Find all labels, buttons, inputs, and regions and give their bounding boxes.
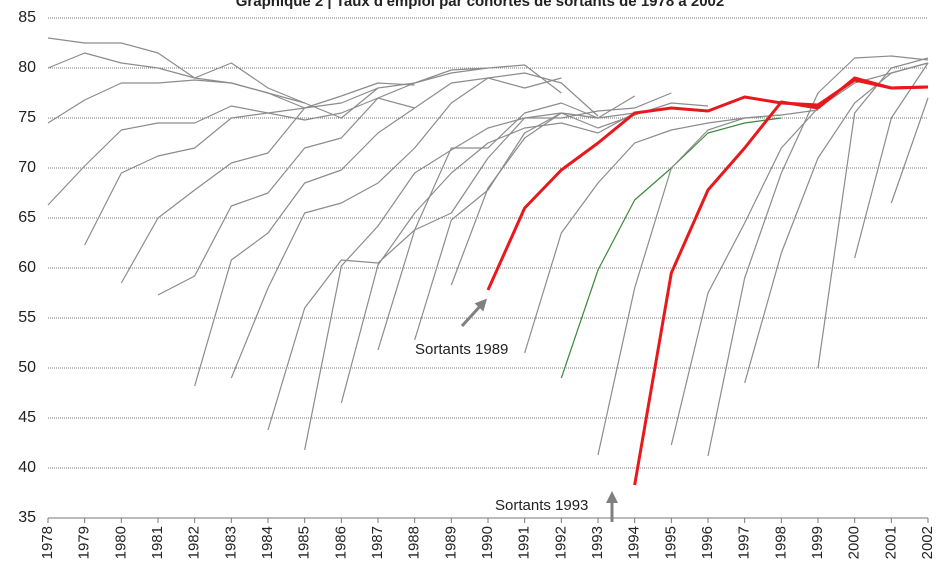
series-line xyxy=(47,97,415,206)
y-tick-label: 85 xyxy=(18,9,36,26)
series-line xyxy=(47,37,305,104)
x-tick-label: 1984 xyxy=(259,526,276,559)
x-tick-label: 1988 xyxy=(406,526,423,559)
x-tick-label: 1991 xyxy=(516,526,533,559)
x-tick-label: 1978 xyxy=(39,526,56,559)
x-tick-label: 1996 xyxy=(699,526,716,559)
series-line xyxy=(890,97,929,204)
series-line xyxy=(194,77,562,387)
series-line xyxy=(744,62,929,384)
annotation: Sortants 1993 xyxy=(495,497,588,514)
x-tick-label: 1985 xyxy=(296,526,313,559)
x-tick-label: 2002 xyxy=(919,526,936,559)
series-line xyxy=(670,62,929,446)
series-line xyxy=(817,57,929,369)
series-line xyxy=(377,92,672,351)
y-tick-label: 80 xyxy=(18,59,36,76)
y-tick-label: 35 xyxy=(18,509,36,526)
series-line xyxy=(47,79,379,124)
x-tick-label: 1986 xyxy=(332,526,349,559)
series-line xyxy=(486,78,929,291)
annotation: Sortants 1989 xyxy=(415,341,508,358)
x-tick-label: 1994 xyxy=(626,526,643,559)
x-tick-label: 1998 xyxy=(772,526,789,559)
series-line xyxy=(157,64,562,296)
x-tick-label: 1989 xyxy=(442,526,459,559)
series-line xyxy=(230,72,599,379)
x-tick-label: 1990 xyxy=(479,526,496,559)
series-line xyxy=(414,95,635,341)
y-tick-label: 50 xyxy=(18,359,36,376)
chart-title: Graphique 2 | Taux d'emploi par cohortes… xyxy=(236,0,724,10)
y-tick-label: 70 xyxy=(18,159,36,176)
x-tick-label: 1979 xyxy=(76,526,93,559)
series-line xyxy=(597,109,819,456)
x-tick-label: 1981 xyxy=(149,526,166,559)
x-tick-label: 1992 xyxy=(552,526,569,559)
x-tick-label: 2000 xyxy=(846,526,863,559)
y-tick-label: 65 xyxy=(18,209,36,226)
y-tick-label: 75 xyxy=(18,109,36,126)
series-line xyxy=(304,112,599,451)
annotation-arrow xyxy=(460,298,488,328)
series-line xyxy=(84,82,415,246)
x-tick-label: 1982 xyxy=(186,526,203,559)
series-line xyxy=(633,76,929,486)
series-line xyxy=(854,62,929,259)
x-tick-label: 1987 xyxy=(369,526,386,559)
x-tick-label: 1995 xyxy=(662,526,679,559)
series-line xyxy=(267,102,635,431)
plot-area: 35 40 45 50 55 60 65 70 75 80 85 1978 1979 1980 1981 19… xyxy=(18,9,936,559)
x-tick-label: 1983 xyxy=(222,526,239,559)
y-tick-label: 45 xyxy=(18,409,36,426)
x-tick-label: 1999 xyxy=(809,526,826,559)
x-tick-label: 1997 xyxy=(736,526,753,559)
series-line xyxy=(450,102,709,286)
x-tick-label: 1980 xyxy=(112,526,129,559)
y-tick-label: 55 xyxy=(18,309,36,326)
series-line xyxy=(524,114,782,354)
series-line xyxy=(120,67,489,284)
x-tick-label: 2001 xyxy=(882,526,899,559)
y-tick-label: 60 xyxy=(18,259,36,276)
series-line xyxy=(340,112,635,404)
y-tick-label: 40 xyxy=(18,459,36,476)
x-tick-label: 1993 xyxy=(589,526,606,559)
series-line xyxy=(707,55,929,457)
series-line xyxy=(560,117,782,379)
